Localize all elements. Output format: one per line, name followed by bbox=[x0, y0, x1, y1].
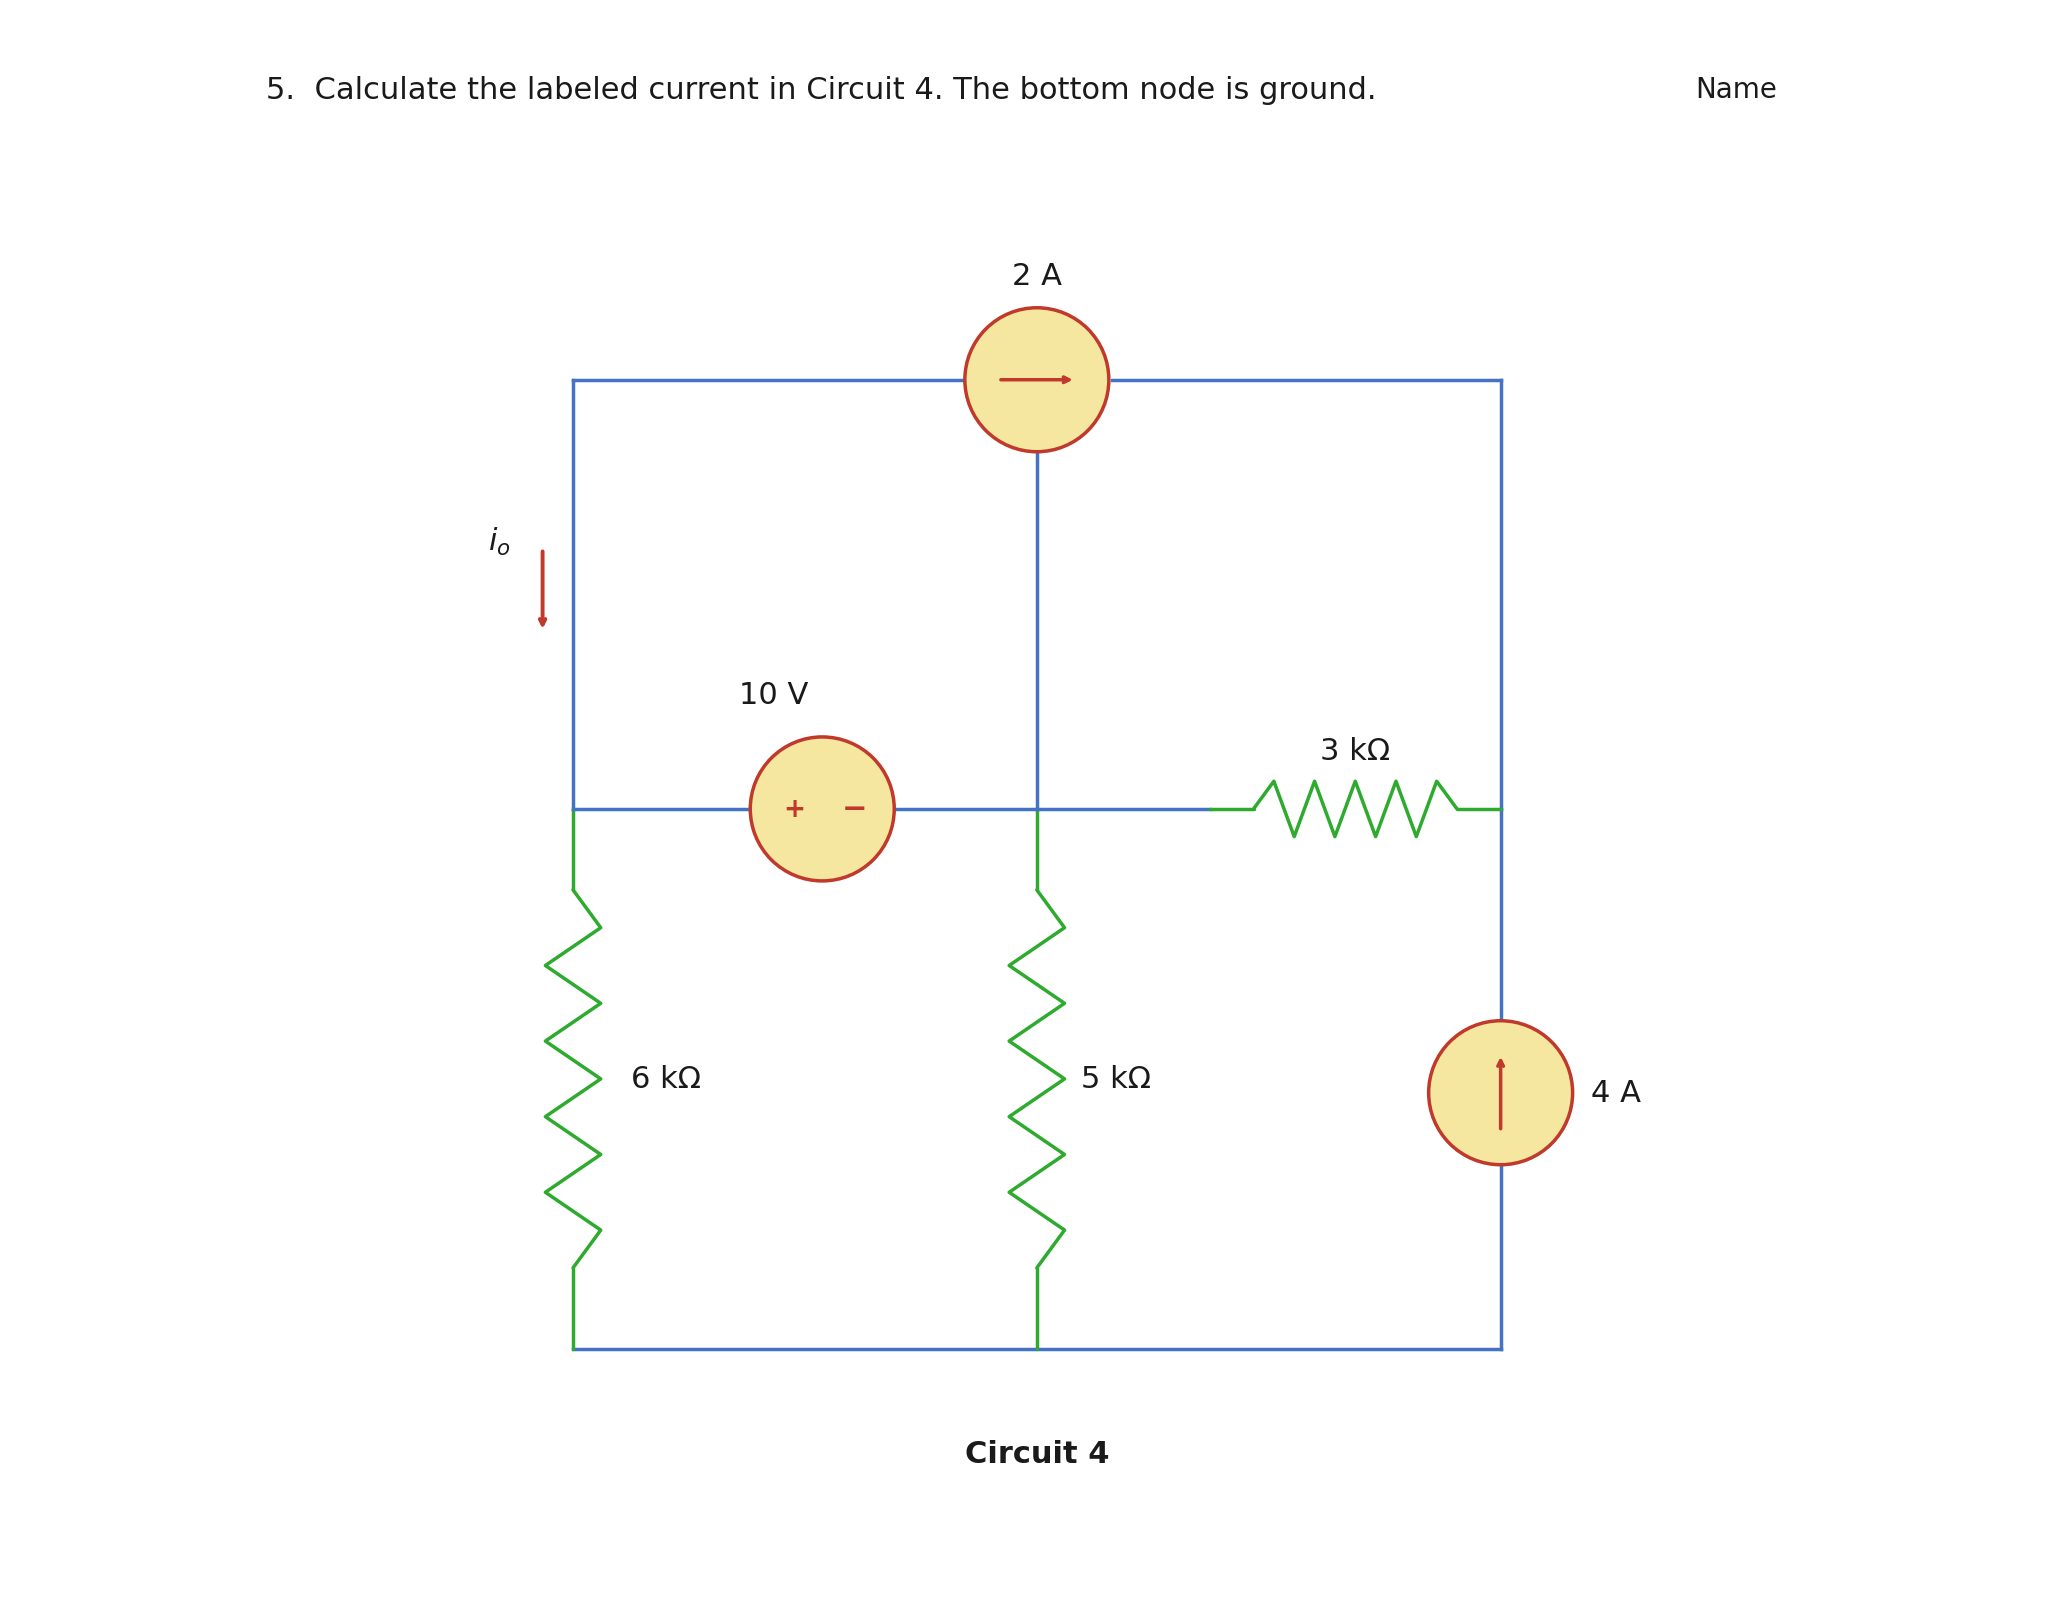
Text: 5 kΩ: 5 kΩ bbox=[1080, 1064, 1152, 1093]
Circle shape bbox=[966, 308, 1109, 453]
Text: 4 A: 4 A bbox=[1590, 1079, 1641, 1107]
Text: 3 kΩ: 3 kΩ bbox=[1320, 737, 1391, 766]
Text: 2 A: 2 A bbox=[1013, 262, 1062, 291]
Text: $i_o$: $i_o$ bbox=[489, 525, 512, 557]
Circle shape bbox=[1428, 1021, 1573, 1165]
Text: 5.  Calculate the labeled current in Circuit 4. The bottom node is ground.: 5. Calculate the labeled current in Circ… bbox=[266, 75, 1377, 104]
Text: Circuit 4: Circuit 4 bbox=[964, 1440, 1109, 1469]
Circle shape bbox=[751, 737, 894, 881]
Text: 10 V: 10 V bbox=[739, 681, 808, 709]
Text: Name: Name bbox=[1696, 75, 1778, 104]
Text: 6 kΩ: 6 kΩ bbox=[632, 1064, 702, 1093]
Text: −: − bbox=[841, 794, 868, 823]
Text: +: + bbox=[784, 796, 806, 822]
